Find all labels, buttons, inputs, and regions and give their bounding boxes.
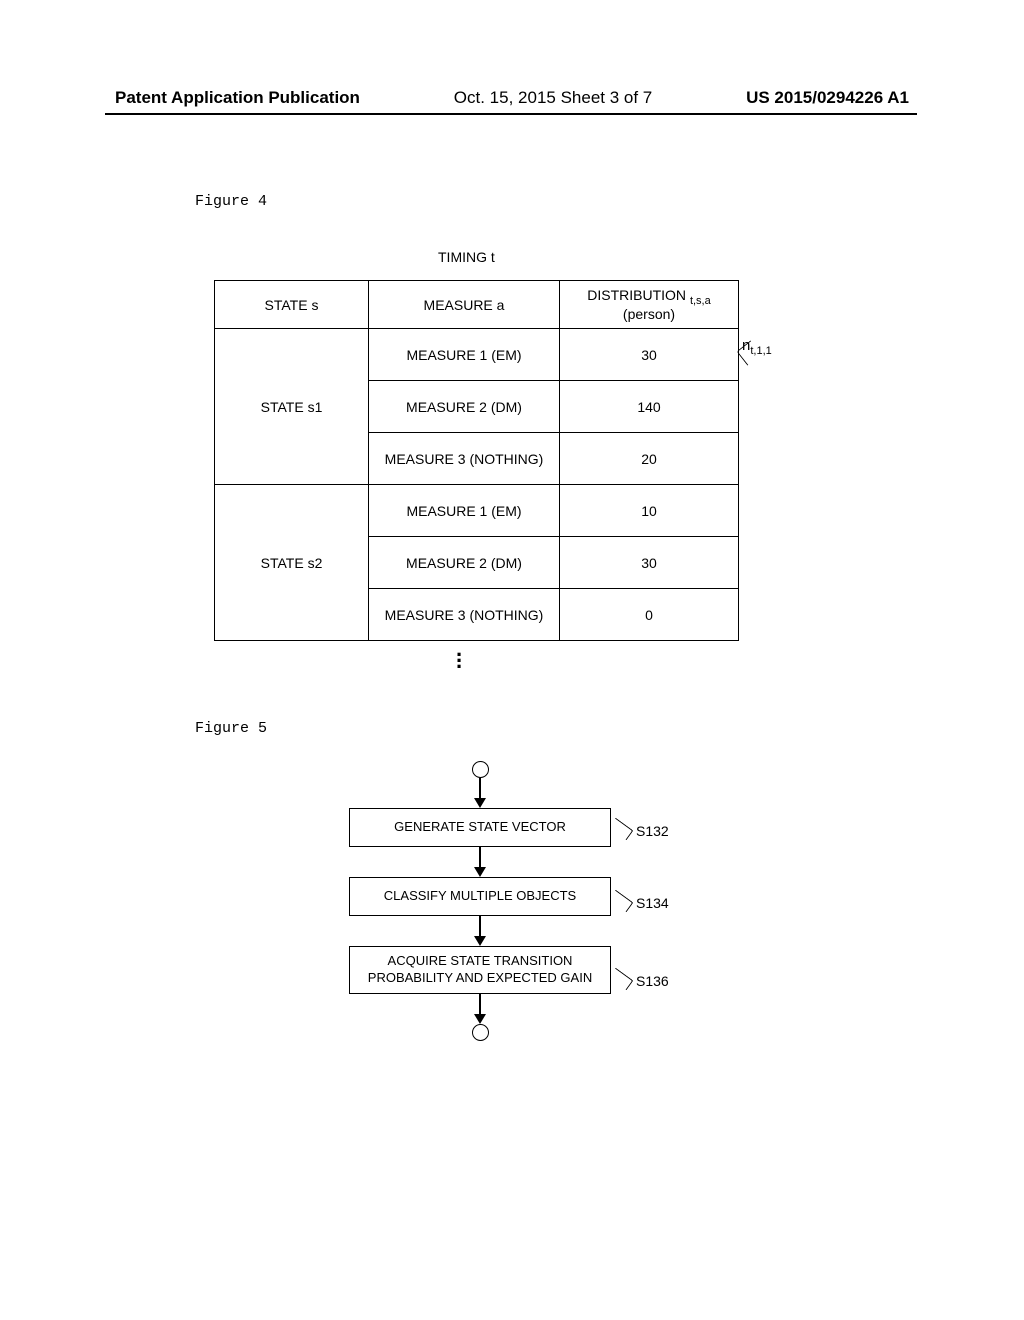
value-cell: 10 bbox=[560, 485, 739, 537]
step-connector-line bbox=[609, 818, 634, 841]
value-cell: 20 bbox=[560, 433, 739, 485]
flow-connector bbox=[479, 778, 481, 800]
header-divider bbox=[105, 113, 917, 115]
vertical-dots: ... bbox=[456, 646, 462, 664]
measure-cell: MEASURE 1 (EM) bbox=[369, 485, 560, 537]
measure-cell: MEASURE 1 (EM) bbox=[369, 329, 560, 381]
flow-start-circle bbox=[472, 761, 489, 778]
flow-arrow-icon bbox=[474, 798, 486, 808]
step-id-1: S132 bbox=[636, 823, 669, 839]
flow-connector bbox=[479, 847, 481, 869]
header-publication: Patent Application Publication bbox=[115, 88, 360, 108]
step-connector-line bbox=[609, 968, 634, 991]
flow-step-1: GENERATE STATE VECTOR bbox=[349, 808, 611, 847]
header-distribution: DISTRIBUTION t,s,a (person) bbox=[560, 281, 739, 329]
header-measure: MEASURE a bbox=[369, 281, 560, 329]
flow-step-3: ACQUIRE STATE TRANSITION PROBABILITY AND… bbox=[349, 946, 611, 994]
step-id-2: S134 bbox=[636, 895, 669, 911]
header-date-sheet: Oct. 15, 2015 Sheet 3 of 7 bbox=[454, 88, 652, 108]
table-row: STATE s1 MEASURE 1 (EM) 30 bbox=[215, 329, 739, 381]
flow-connector bbox=[479, 994, 481, 1016]
measure-cell: MEASURE 2 (DM) bbox=[369, 537, 560, 589]
measure-cell: MEASURE 3 (NOTHING) bbox=[369, 433, 560, 485]
flow-step-2: CLASSIFY MULTIPLE OBJECTS bbox=[349, 877, 611, 916]
page-header: Patent Application Publication Oct. 15, … bbox=[0, 88, 1024, 108]
value-cell: 30 bbox=[560, 537, 739, 589]
flow-arrow-icon bbox=[474, 1014, 486, 1024]
figure-4-label: Figure 4 bbox=[195, 193, 267, 210]
annotation-label: nt,1,1 bbox=[742, 337, 772, 357]
figure-5-label: Figure 5 bbox=[195, 720, 267, 737]
step-connector-line bbox=[609, 890, 634, 913]
header-state: STATE s bbox=[215, 281, 369, 329]
table-header-row: STATE s MEASURE a DISTRIBUTION t,s,a (pe… bbox=[215, 281, 739, 329]
value-cell: 30 bbox=[560, 329, 739, 381]
measure-cell: MEASURE 3 (NOTHING) bbox=[369, 589, 560, 641]
flow-end-circle bbox=[472, 1024, 489, 1041]
value-cell: 140 bbox=[560, 381, 739, 433]
flow-connector bbox=[479, 916, 481, 938]
figure-4-table: STATE s MEASURE a DISTRIBUTION t,s,a (pe… bbox=[214, 280, 739, 641]
flow-arrow-icon bbox=[474, 936, 486, 946]
figure-5-flowchart: GENERATE STATE VECTOR CLASSIFY MULTIPLE … bbox=[330, 761, 630, 1041]
state-cell: STATE s2 bbox=[215, 485, 369, 641]
flow-arrow-icon bbox=[474, 867, 486, 877]
figure-4-title: TIMING t bbox=[438, 249, 495, 265]
header-pub-number: US 2015/0294226 A1 bbox=[746, 88, 909, 108]
measure-cell: MEASURE 2 (DM) bbox=[369, 381, 560, 433]
step-id-3: S136 bbox=[636, 973, 669, 989]
state-cell: STATE s1 bbox=[215, 329, 369, 485]
table-row: STATE s2 MEASURE 1 (EM) 10 bbox=[215, 485, 739, 537]
value-cell: 0 bbox=[560, 589, 739, 641]
